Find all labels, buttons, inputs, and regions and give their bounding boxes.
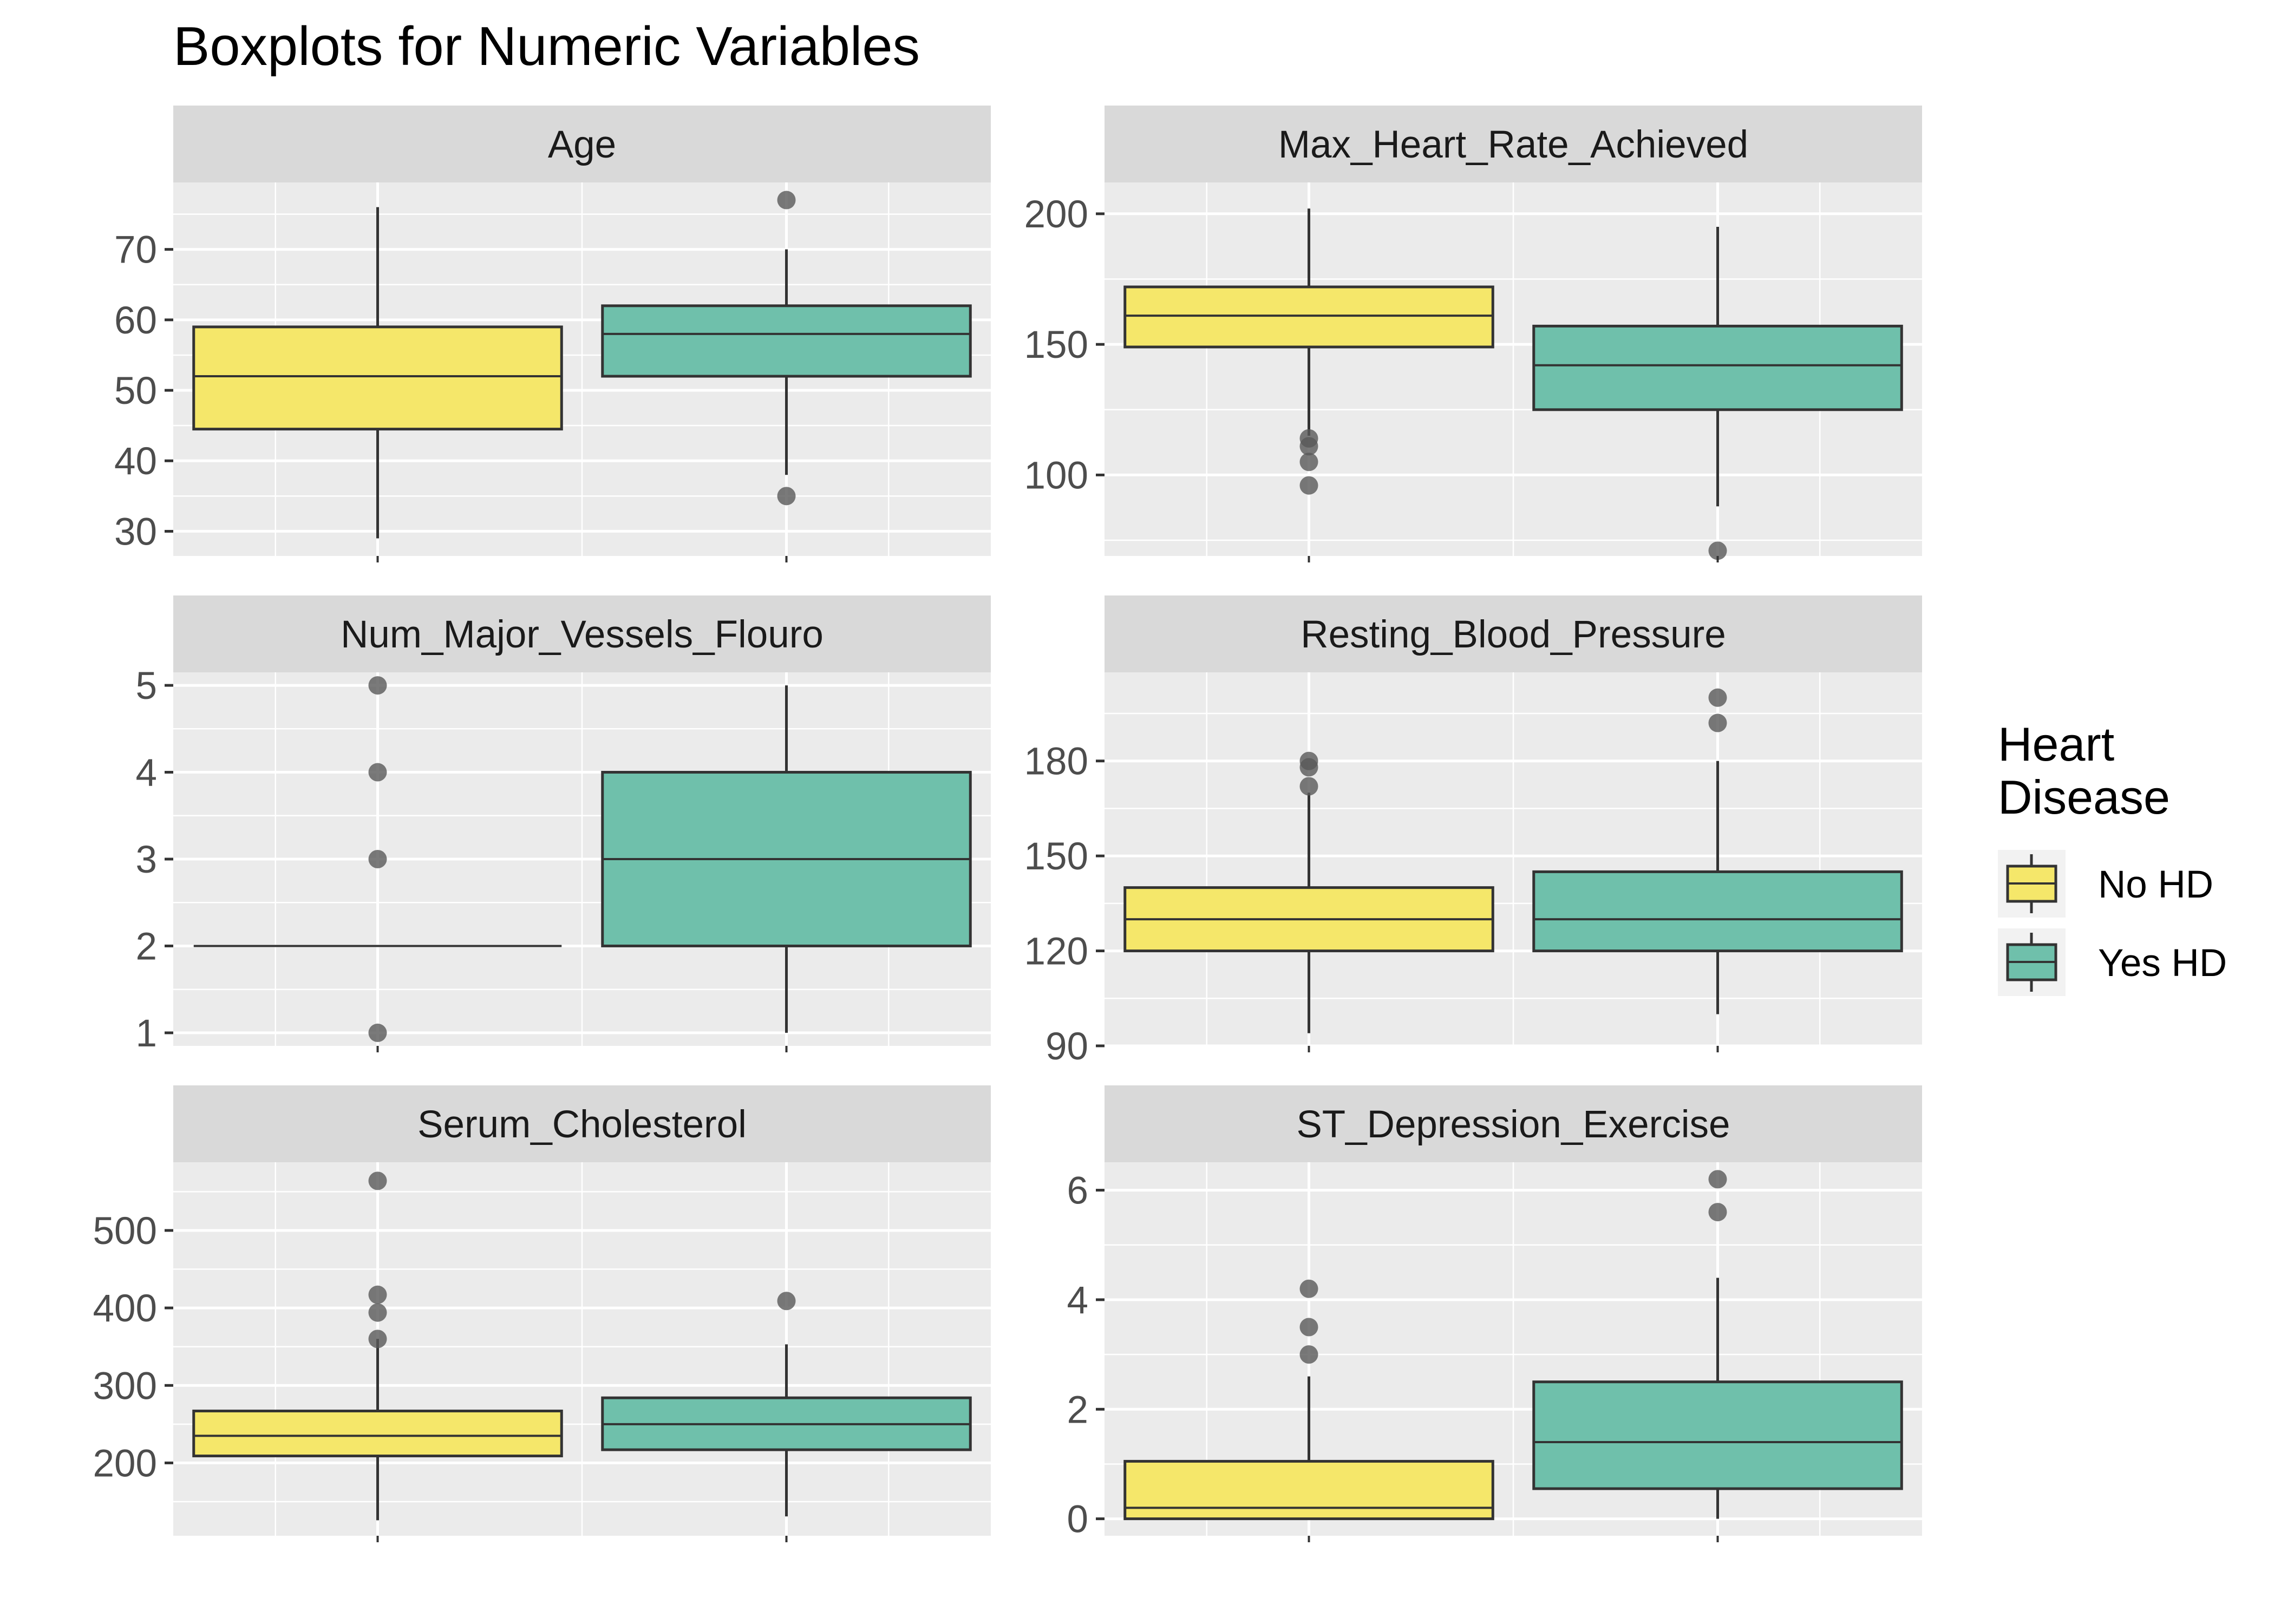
outlier-point [1299,1279,1318,1298]
panel-st-depression-exercise: ST_Depression_Exercise 0 2 4 6 [1067,1085,1922,1542]
y-tick-label: 30 [114,510,157,553]
box-iqr [1532,870,1903,953]
strip-serum-cholesterol [173,1085,991,1162]
y-tick-label: 4 [1067,1279,1089,1322]
y-tick-label: 1 [136,1012,158,1055]
panel-age: Age 30 40 50 60 70 [114,106,991,562]
y-tick-label: 150 [1024,324,1088,366]
outlier-point [368,1171,387,1190]
strip-age [173,106,991,182]
panel-serum-cholesterol: Serum_Cholesterol 200 300 400 500 [93,1085,991,1542]
outlier-point [1708,1170,1727,1189]
strip-label-serum-cholesterol: Serum_Cholesterol [417,1103,747,1146]
strip-label-resting-blood-pressure: Resting_Blood_Pressure [1301,613,1726,656]
outlier-point [368,763,387,782]
outlier-point [368,1330,387,1348]
panel-num-major-vessels-flouro: Num_Major_Vessels_Flouro 1 2 3 4 5 [136,595,991,1055]
y-tick-label: 2 [1067,1389,1089,1431]
y-tick-label: 300 [93,1365,157,1407]
outlier-point [368,1303,387,1322]
y-tick-label: 60 [114,299,157,342]
y-tick-label: 100 [1024,454,1088,497]
y-tick-label: 200 [1024,193,1088,236]
box-iqr [1532,324,1903,411]
box-resting-blood-pressure-yes-hd [1532,688,1903,1014]
box-iqr [1123,285,1494,349]
legend-label-yes-hd: Yes HD [2098,942,2227,985]
y-tick-label: 150 [1024,835,1088,878]
box-serum-cholesterol-no-hd [192,1171,563,1521]
box-max-heart-rate-achieved-no-hd [1123,208,1494,495]
y-tick-label: 500 [93,1210,157,1253]
outlier-point [1708,541,1727,560]
outlier-point [368,1285,387,1304]
box-serum-cholesterol-yes-hd [601,1292,972,1517]
y-tick-label: 2 [136,925,158,968]
outlier-point [1708,713,1727,732]
y-tick-label: 70 [114,229,157,272]
box-st-depression-exercise-yes-hd [1532,1170,1903,1519]
box-iqr [601,304,972,378]
strip-label-st-depression-exercise: ST_Depression_Exercise [1296,1103,1730,1146]
facet-panels: Age3040506070Max_Heart_Rate_Achieved1001… [93,106,1922,1542]
legend-label-no-hd: No HD [2098,863,2213,906]
strip-resting-blood-pressure [1105,595,1922,672]
outlier-point [368,850,387,868]
box-iqr [192,325,563,431]
y-tick-label: 40 [114,440,157,483]
outlier-point [777,1292,796,1311]
y-tick-label: 3 [136,839,158,881]
y-tick-label: 180 [1024,741,1088,783]
y-tick-label: 120 [1024,931,1088,973]
panel-resting-blood-pressure: Resting_Blood_Pressure 90 120 150 180 [1024,595,1922,1068]
box-iqr [192,1410,563,1458]
outlier-point [1299,1318,1318,1337]
y-tick-label: 90 [1045,1025,1088,1068]
box-max-heart-rate-achieved-yes-hd [1532,227,1903,560]
y-tick-label: 6 [1067,1170,1089,1213]
outlier-point [1299,1345,1318,1364]
strip-label-age: Age [548,123,616,166]
outlier-point [368,676,387,695]
outlier-point [1299,777,1318,796]
y-tick-label: 4 [136,752,158,795]
panel-max-heart-rate-achieved: Max_Heart_Rate_Achieved 100 150 200 [1024,106,1922,562]
outlier-point [1299,476,1318,495]
outlier-point [1708,1203,1727,1222]
outlier-point [1299,758,1318,777]
outlier-point [1299,453,1318,472]
y-tick-label: 400 [93,1287,157,1330]
y-tick-label: 5 [136,665,158,708]
legend-title-line: Heart [1998,717,2114,771]
legend-key-yes-hd [1998,928,2066,996]
y-tick-label: 200 [93,1442,157,1485]
strip-max-heart-rate-achieved [1105,106,1922,182]
legend-key-no-hd [1998,850,2066,918]
outlier-point [777,487,796,506]
box-num-major-vessels-flouro-no-hd [193,676,562,1042]
strip-label-num-major-vessels-flouro: Num_Major_Vessels_Flouro [341,613,824,656]
box-num-major-vessels-flouro-yes-hd [601,685,972,1033]
outlier-point [1299,437,1318,456]
outlier-point [368,1023,387,1042]
y-tick-label: 0 [1067,1498,1089,1541]
outlier-point [777,191,796,209]
box-resting-blood-pressure-no-hd [1123,751,1494,1033]
chart-title: Boxplots for Numeric Variables [173,16,920,77]
box-st-depression-exercise-no-hd [1123,1279,1494,1521]
outlier-point [1708,688,1727,707]
box-age-yes-hd [601,191,972,506]
box-age-no-hd [192,207,563,539]
box-iqr [1532,1380,1903,1490]
y-tick-label: 50 [114,370,157,412]
strip-label-max-heart-rate-achieved: Max_Heart_Rate_Achieved [1278,123,1748,166]
legend-title-line: Disease [1998,770,2170,824]
strip-st-depression-exercise [1105,1085,1922,1162]
box-iqr [1123,1459,1494,1521]
strip-num-major-vessels-flouro [173,595,991,672]
